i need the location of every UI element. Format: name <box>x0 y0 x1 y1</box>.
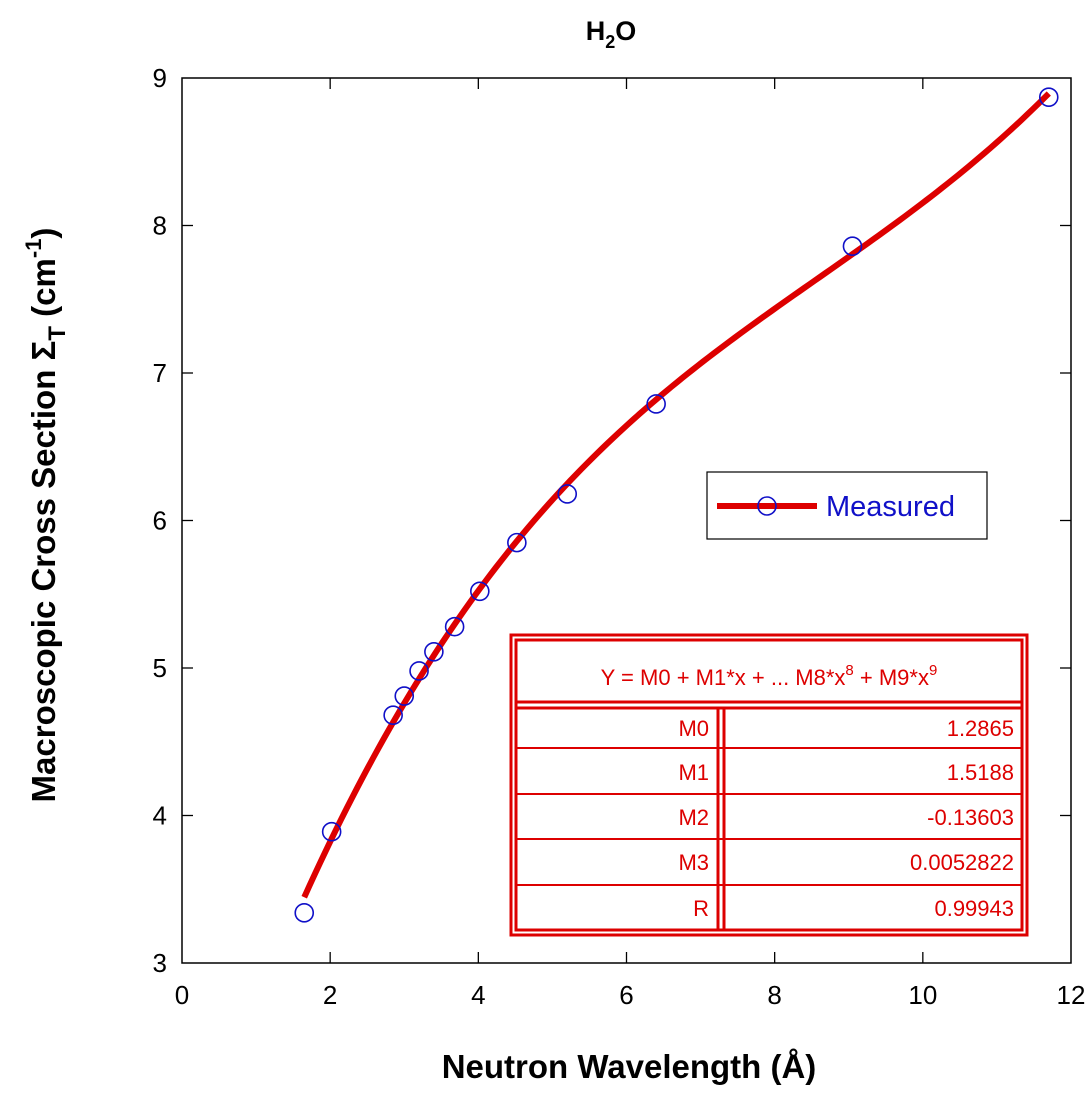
fit-table: Y = M0 + M1*x + ... M8*x8 + M9*x9 M0 1.2… <box>509 633 1029 937</box>
y-tick-labels: 3 4 5 6 7 8 9 <box>153 63 167 978</box>
fit-param-name: M3 <box>678 850 709 875</box>
data-point <box>470 581 490 602</box>
legend: Measured <box>706 471 988 540</box>
data-point <box>646 394 666 414</box>
x-tick-label: 6 <box>619 980 633 1010</box>
data-point <box>1038 87 1059 107</box>
fit-param-name: R <box>693 896 709 921</box>
fit-table-inner <box>514 638 1024 932</box>
x-tick-label: 4 <box>471 980 485 1010</box>
fit-equation-sup1: 8 <box>845 662 853 679</box>
y-tick-label: 3 <box>153 948 167 978</box>
data-point <box>394 686 415 706</box>
chart-title-main: H <box>586 16 606 46</box>
y-tick-label: 6 <box>153 506 167 536</box>
chart-title: H2O <box>586 16 637 52</box>
x-tick-label: 8 <box>767 980 781 1010</box>
fit-curve <box>301 91 1051 899</box>
fit-equation-sup2: 9 <box>929 662 937 679</box>
y-tick-label: 4 <box>153 801 167 831</box>
axis-ticks <box>182 78 1071 963</box>
y-axis-label-close: ) <box>25 228 62 239</box>
data-point <box>424 641 444 662</box>
legend-label: Measured <box>826 491 955 523</box>
y-axis-label: Macroscopic Cross Section ΣT (cm-1) <box>21 228 71 803</box>
x-tick-label: 12 <box>1057 980 1086 1010</box>
data-point <box>321 821 342 842</box>
x-axis-label: Neutron Wavelength (Å) <box>442 1048 817 1085</box>
data-point <box>507 532 527 553</box>
y-axis-label-sub: T <box>44 326 71 341</box>
fit-param-name: M0 <box>678 716 709 741</box>
fit-param-value: 1.2865 <box>947 716 1014 741</box>
x-tick-label: 2 <box>323 980 337 1010</box>
y-axis-label-sup: -1 <box>21 239 46 259</box>
y-axis-label-open: (cm <box>25 258 62 326</box>
data-point <box>444 616 465 637</box>
y-tick-label: 5 <box>153 653 167 683</box>
y-tick-label: 8 <box>153 211 167 241</box>
y-axis-label-main: Macroscopic Cross Section Σ <box>25 341 62 803</box>
data-points <box>294 87 1059 923</box>
data-point <box>557 484 578 504</box>
data-point <box>294 903 315 923</box>
y-tick-label: 7 <box>153 358 167 388</box>
y-tick-label: 9 <box>153 63 167 93</box>
chart-title-tail: O <box>615 16 636 46</box>
fit-param-name: M1 <box>678 760 709 785</box>
fit-param-value: 1.5188 <box>947 760 1014 785</box>
data-point <box>383 705 403 726</box>
fit-param-value: 0.0052822 <box>910 850 1014 875</box>
fit-equation-mid: + M9*x <box>854 665 929 690</box>
fit-equation-main: Y = M0 + M1*x + ... M8*x <box>601 665 846 690</box>
fit-param-value: -0.13603 <box>927 805 1014 830</box>
x-tick-label: 10 <box>908 980 937 1010</box>
chart-title-sub: 2 <box>605 32 615 52</box>
data-point <box>842 236 863 256</box>
fit-param-value: 0.99943 <box>934 896 1014 921</box>
x-tick-labels: 0 2 4 6 8 10 12 <box>175 980 1086 1010</box>
legend-marker <box>757 496 777 516</box>
x-tick-label: 0 <box>175 980 189 1010</box>
fit-equation: Y = M0 + M1*x + ... M8*x8 + M9*x9 <box>601 662 938 690</box>
fit-param-name: M2 <box>678 805 709 830</box>
data-point <box>409 661 429 681</box>
